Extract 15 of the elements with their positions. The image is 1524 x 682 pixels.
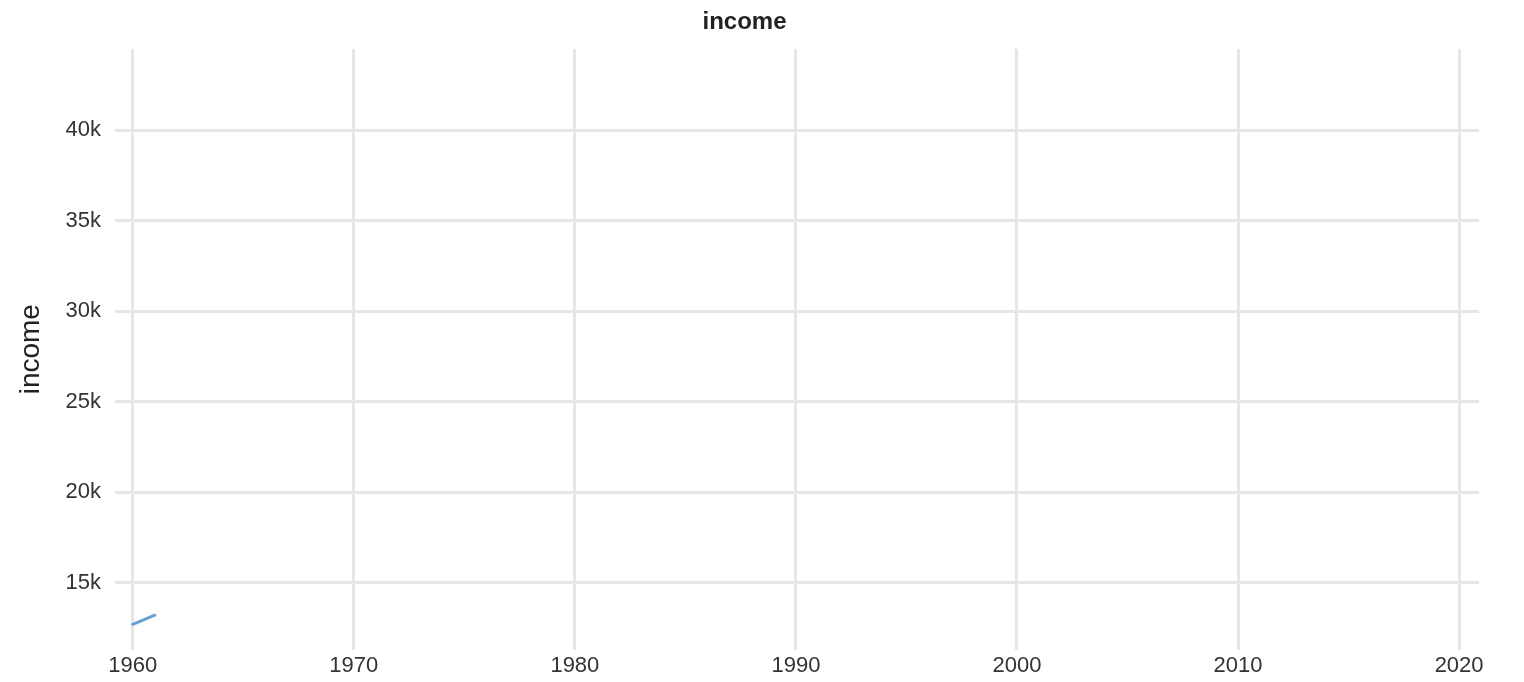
x-tick-label: 1990 [771, 651, 821, 677]
y-tick-label: 30k [65, 297, 103, 323]
y-axis-title: income [13, 304, 45, 395]
x-tick-label: 2010 [1213, 651, 1263, 677]
y-tick-label: 25k [65, 387, 103, 413]
x-tick-label: 2000 [992, 651, 1042, 677]
x-tick-label: 2020 [1434, 651, 1484, 677]
y-tick-label: 35k [65, 206, 103, 232]
x-tick-label: 1970 [329, 651, 379, 677]
x-tick-label: 1980 [550, 651, 600, 677]
y-tick-label: 15k [65, 568, 103, 594]
x-tick-label: 1960 [108, 651, 158, 677]
y-tick-label: 40k [65, 116, 103, 142]
y-tick-label: 20k [65, 478, 103, 504]
chart-title: income [702, 7, 787, 35]
